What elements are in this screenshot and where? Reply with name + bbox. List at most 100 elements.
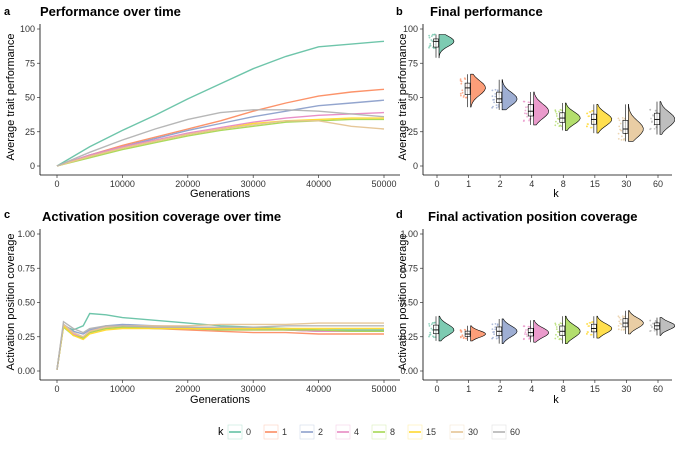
panel-c-series-line-k1 xyxy=(56,324,384,370)
panel-b-jitter-point xyxy=(554,124,557,127)
panel-b-ytick-label: 25 xyxy=(408,127,418,137)
panel-b-jitter-point xyxy=(651,120,653,123)
panel-c-xtick-label: 10000 xyxy=(110,384,135,394)
panel-b-jitter-point xyxy=(428,46,430,49)
panel-b-xtick-label: 15 xyxy=(590,179,600,189)
panel-b-violin-k15 xyxy=(596,104,613,134)
panel-b-xtick-label: 0 xyxy=(434,179,439,189)
panel-d-jitter-point xyxy=(586,333,588,335)
panel-d-jitter-point xyxy=(591,321,593,323)
panel-b-violin-k30 xyxy=(628,104,644,142)
panel-b-jitter-point xyxy=(465,96,467,99)
panel-b-jitter-point xyxy=(524,109,527,112)
panel-d-jitter-point xyxy=(495,335,498,338)
panel-a-series-line-k30 xyxy=(56,120,385,167)
panel-b-jitter-point xyxy=(586,123,589,125)
panel-b-jitter-point xyxy=(524,112,526,115)
panel-c-series-line-k60 xyxy=(56,320,384,370)
panel-c-series-line-k30 xyxy=(56,322,384,370)
panel-b-box-k2 xyxy=(496,91,502,104)
panel-b-jitter-point xyxy=(491,106,493,109)
panel-b-jitter-point xyxy=(621,135,623,138)
panel-d-jitter-point xyxy=(491,328,494,330)
panel-d-jitter-point xyxy=(590,333,593,336)
panel-b-box-k8 xyxy=(559,112,566,123)
panel-c-xtick-label: 40000 xyxy=(306,384,331,394)
panel-title-a: Performance over time xyxy=(40,4,181,19)
panel-b-jitter-point xyxy=(430,35,433,37)
panel-d-jitter-point xyxy=(493,333,495,335)
panel-d-jitter-point xyxy=(525,329,527,331)
panel-title-b: Final performance xyxy=(430,4,543,19)
panel-d-jitter-point xyxy=(620,323,623,325)
panel-d-xtick-label: 15 xyxy=(590,384,600,394)
panel-b-jitter-point xyxy=(555,120,557,123)
panel-d-jitter-point xyxy=(526,335,528,338)
panel-b-ytick-label: 75 xyxy=(408,58,418,68)
panel-a-ylabel: Average trait performance xyxy=(5,34,17,161)
panel-a-xtick-label: 40000 xyxy=(306,179,331,189)
panel-d-jitter-point xyxy=(618,320,621,323)
panel-b-jitter-point xyxy=(433,33,435,36)
panel-d-box-k15 xyxy=(591,323,597,333)
panel-d-jitter-point xyxy=(461,334,464,336)
panel-d-jitter-point xyxy=(430,327,433,330)
panel-d-jitter-point xyxy=(431,322,434,324)
panel-d-jitter-point xyxy=(622,316,624,319)
panel-a-series-line-k8 xyxy=(56,118,384,167)
panel-b-jitter-point xyxy=(430,39,433,41)
panel-a-xtick-label: 30000 xyxy=(241,179,266,189)
panel-d-jitter-point xyxy=(617,315,620,318)
panel-b-xtick-label: 30 xyxy=(621,179,631,189)
panel-a-xtick-label: 0 xyxy=(54,179,59,189)
panel-d-jitter-point xyxy=(460,331,463,333)
panel-d-violin-k15 xyxy=(596,315,613,339)
panel-b-jitter-point xyxy=(587,115,590,118)
panel-d-violin-k4 xyxy=(533,319,550,343)
panel-a-series-line-k0 xyxy=(56,40,385,167)
panel-b-jitter-point xyxy=(525,106,527,109)
panel-b-jitter-point xyxy=(649,128,651,131)
panel-b-xtick-label: 1 xyxy=(466,179,471,189)
panel-title-c: Activation position coverage over time xyxy=(42,209,281,224)
panel-b-jitter-point xyxy=(494,95,497,98)
panel-d-jitter-point xyxy=(494,326,497,329)
panel-b-jitter-point xyxy=(493,101,495,104)
panel-d-jitter-point xyxy=(465,337,467,340)
panel-d-xtick-label: 4 xyxy=(529,384,534,394)
panel-c-ytick-label: 0.00 xyxy=(17,366,35,376)
legend-item-label-k30: 30 xyxy=(468,427,478,437)
panel-b-ylabel: Average trait performance xyxy=(397,34,409,161)
panel-d-jitter-point xyxy=(554,337,557,340)
panel-c-series-line-k4 xyxy=(56,324,384,370)
panel-d-jitter-point xyxy=(559,322,562,324)
panel-d-jitter-point xyxy=(459,329,462,331)
panel-c-series-line-k15 xyxy=(56,324,384,370)
panel-b-jitter-point xyxy=(586,125,588,128)
panel-d-violin-k2 xyxy=(501,318,518,344)
panel-b-jitter-point xyxy=(460,82,463,85)
panel-b-jitter-point xyxy=(527,101,530,104)
panel-c-xtick-label: 50000 xyxy=(371,384,396,394)
panel-d-jitter-point xyxy=(622,329,625,331)
panel-a-series-line-k4 xyxy=(56,111,385,167)
panel-d-jitter-point xyxy=(433,322,435,324)
panel-b-jitter-point xyxy=(617,117,620,120)
panel-b-jitter-point xyxy=(491,89,494,92)
panel-a-ytick-label: 75 xyxy=(25,58,35,68)
panel-b-jitter-point xyxy=(523,119,525,122)
panel-c-ytick-label: 0.25 xyxy=(17,332,35,342)
panel-d-jitter-point xyxy=(556,335,559,338)
panel-b-jitter-point xyxy=(428,45,431,48)
panel-b-box-k30 xyxy=(622,120,629,134)
panel-a-xlabel: Generations xyxy=(190,188,250,200)
panel-b-xtick-label: 2 xyxy=(498,179,503,189)
panel-d-jitter-point xyxy=(618,316,621,319)
panel-d-jitter-point xyxy=(430,323,433,326)
panel-a-series-line-k15 xyxy=(56,117,384,167)
panel-d-jitter-point xyxy=(554,324,557,326)
panel-b-jitter-point xyxy=(431,40,434,43)
panel-b-xlabel: k xyxy=(553,188,559,200)
panel-c-ylabel: Activation position coverage xyxy=(5,234,17,371)
panel-b-jitter-point xyxy=(619,122,622,125)
